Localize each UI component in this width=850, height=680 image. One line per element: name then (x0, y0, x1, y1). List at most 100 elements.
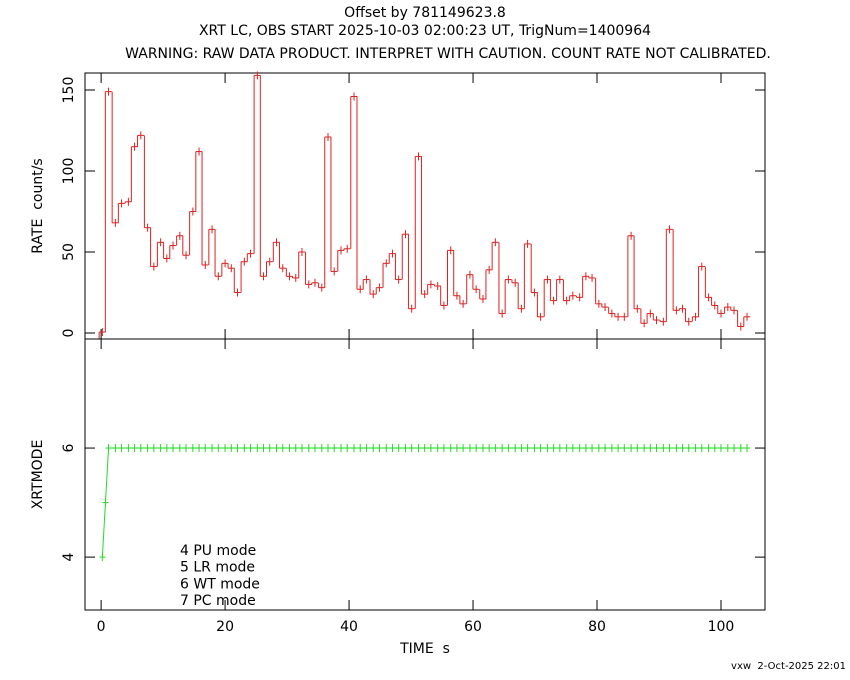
rate-bin (459, 299, 467, 308)
mode-point (305, 444, 312, 453)
mode-point (582, 444, 589, 453)
mode-point (273, 444, 280, 453)
mode-point (215, 444, 222, 453)
rate-bin (679, 304, 686, 313)
rate-bin (292, 273, 299, 282)
rate-bin (343, 244, 351, 253)
mode-point (112, 444, 119, 453)
rate-bin (660, 317, 667, 326)
rate-bin (389, 249, 396, 258)
mode-point (344, 444, 351, 453)
rate-bin (556, 275, 564, 284)
mode-point (189, 444, 196, 453)
mode-point (247, 444, 254, 453)
y-axis-label: RATE count/s (30, 158, 46, 253)
footer: vxw 2-Oct-2025 22:01 (731, 661, 846, 672)
mode-point (486, 444, 493, 453)
y-axis-label: XRTMODE (30, 440, 46, 510)
mode-point (673, 444, 680, 453)
rate-bin (221, 259, 229, 268)
rate-bin (208, 225, 216, 234)
mode-point (370, 444, 377, 453)
mode-point (376, 444, 383, 453)
rate-bin (518, 304, 525, 313)
rate-bin (105, 87, 112, 96)
rate-bin (498, 309, 506, 318)
rate-bin (692, 312, 699, 321)
mode-point (563, 444, 570, 453)
rate-bin (711, 301, 719, 310)
rate-bin (453, 291, 461, 300)
mode-point (105, 444, 112, 453)
rate-bin (563, 296, 570, 305)
rate-bin (182, 251, 190, 260)
mode-point (402, 444, 409, 453)
mode-point (634, 444, 641, 453)
rate-bin (279, 264, 286, 273)
rate-bin (621, 312, 628, 321)
y-tick-label: 150 (61, 77, 77, 104)
rate-bin (647, 309, 654, 318)
mode-point (125, 444, 132, 453)
rate-bin (247, 249, 254, 258)
mode-point (731, 444, 738, 453)
rate-bin (614, 312, 622, 321)
rate-bin (266, 257, 273, 266)
rate-bin (215, 272, 222, 281)
rate-bin (402, 230, 409, 239)
mode-point (641, 444, 648, 453)
mode-point (298, 444, 305, 453)
y-tick-label: 0 (61, 329, 77, 338)
mode-point (512, 444, 519, 453)
mode-point (628, 444, 635, 453)
rate-bin (241, 257, 248, 266)
rate-bin (357, 285, 364, 294)
rate-bin (737, 322, 745, 331)
mode-note: 7 PC mode (180, 593, 256, 609)
mode-point (524, 444, 531, 453)
rate-bin (202, 260, 209, 269)
mode-point (163, 444, 170, 453)
mode-point (473, 444, 480, 453)
rate-bin (415, 152, 422, 161)
mode-point (415, 444, 422, 453)
mode-point (318, 444, 325, 453)
mode-point (209, 444, 216, 453)
rate-bin (730, 306, 738, 315)
rate-bin (653, 316, 660, 325)
mode-point (137, 444, 144, 453)
mode-point (331, 444, 338, 453)
mode-point (363, 444, 370, 453)
rate-bin (260, 272, 267, 281)
mode-point (228, 444, 235, 453)
mode-point (717, 444, 724, 453)
rate-bin (305, 280, 312, 289)
mode-point (338, 444, 345, 453)
mode-point (666, 444, 673, 453)
mode-point (589, 444, 596, 453)
mode-point (183, 444, 190, 453)
rate-bin (640, 319, 648, 328)
rate-bin (137, 131, 145, 140)
mode-point (647, 444, 654, 453)
mode-point (434, 444, 441, 453)
rate-bin (531, 288, 538, 297)
rate-bin (440, 301, 448, 310)
rate-bin (588, 273, 596, 282)
rate-bin (537, 312, 544, 321)
mode-point (150, 444, 157, 453)
mode-point (351, 444, 358, 453)
rate-bin (569, 291, 577, 300)
x-tick-label: 20 (216, 619, 234, 635)
mode-point (453, 444, 460, 453)
rate-bin (505, 275, 512, 284)
rate-bin (743, 312, 751, 321)
rate-bin (601, 303, 609, 312)
mode-point (653, 444, 660, 453)
mode-point (176, 444, 183, 453)
mode-point (685, 444, 692, 453)
rate-bin (447, 246, 454, 255)
rate-bin (724, 303, 732, 312)
